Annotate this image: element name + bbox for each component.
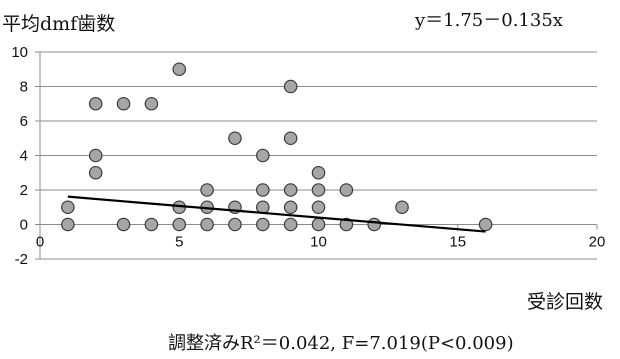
tick-labels: -2 0 2 4 6 8 10 0 5 10 15 20 (11, 44, 605, 268)
data-point-7 (144, 96, 159, 111)
data-point-12 (200, 183, 214, 197)
x-tick-label-0: 0 (36, 234, 44, 251)
x-axis-label: 受診回数 (527, 291, 603, 313)
gridlines (40, 51, 597, 260)
data-point-1 (61, 200, 75, 215)
data-point-27 (311, 165, 326, 180)
data-point-24 (283, 183, 298, 197)
data-point-28 (311, 183, 326, 197)
data-point-18 (255, 148, 270, 163)
data-point-22 (283, 79, 298, 94)
y-tick-label-2: 2 (20, 182, 28, 199)
data-point-29 (311, 200, 326, 215)
y-tick-label-1: 0 (20, 217, 28, 234)
data-point-4 (88, 165, 103, 180)
data-point-25 (283, 200, 298, 215)
data-point-34 (395, 200, 409, 215)
y-axis-label: 平均dmf歯数 (2, 13, 115, 35)
regression-line (67, 195, 486, 233)
x-tick-label-3: 15 (449, 234, 466, 251)
data-points (61, 62, 493, 232)
x-tick-label-4: 20 (589, 234, 606, 251)
regression-line-group (67, 195, 486, 233)
data-point-5 (116, 96, 131, 111)
data-point-6 (116, 217, 131, 232)
y-tick-label-3: 4 (20, 148, 28, 165)
data-point-21 (255, 217, 270, 232)
y-tick-label-0: -2 (15, 251, 28, 268)
data-point-2 (88, 96, 103, 111)
data-point-35 (478, 217, 493, 232)
data-point-8 (144, 217, 159, 232)
data-point-19 (255, 183, 270, 197)
data-point-0 (61, 217, 75, 232)
regression-equation: y＝1.75－0.135x (414, 10, 563, 31)
data-point-32 (339, 217, 354, 232)
y-tick-label-6: 10 (11, 44, 28, 61)
data-point-11 (172, 217, 187, 232)
data-point-9 (172, 62, 187, 77)
model-statistics: 調整済みR²＝0.042, F=7.019(P<0.009) (168, 333, 514, 354)
data-point-26 (283, 217, 298, 232)
data-point-33 (367, 217, 381, 232)
data-point-14 (200, 217, 214, 232)
data-point-31 (339, 183, 354, 197)
y-tick-label-4: 6 (20, 113, 28, 130)
y-tick-label-5: 8 (20, 79, 28, 96)
x-tick-label-1: 5 (175, 234, 183, 251)
x-tick-label-2: 10 (310, 234, 327, 251)
data-point-3 (88, 148, 103, 163)
data-point-15 (228, 131, 242, 146)
data-point-17 (228, 217, 242, 232)
data-point-30 (311, 217, 326, 232)
data-point-23 (283, 131, 298, 146)
